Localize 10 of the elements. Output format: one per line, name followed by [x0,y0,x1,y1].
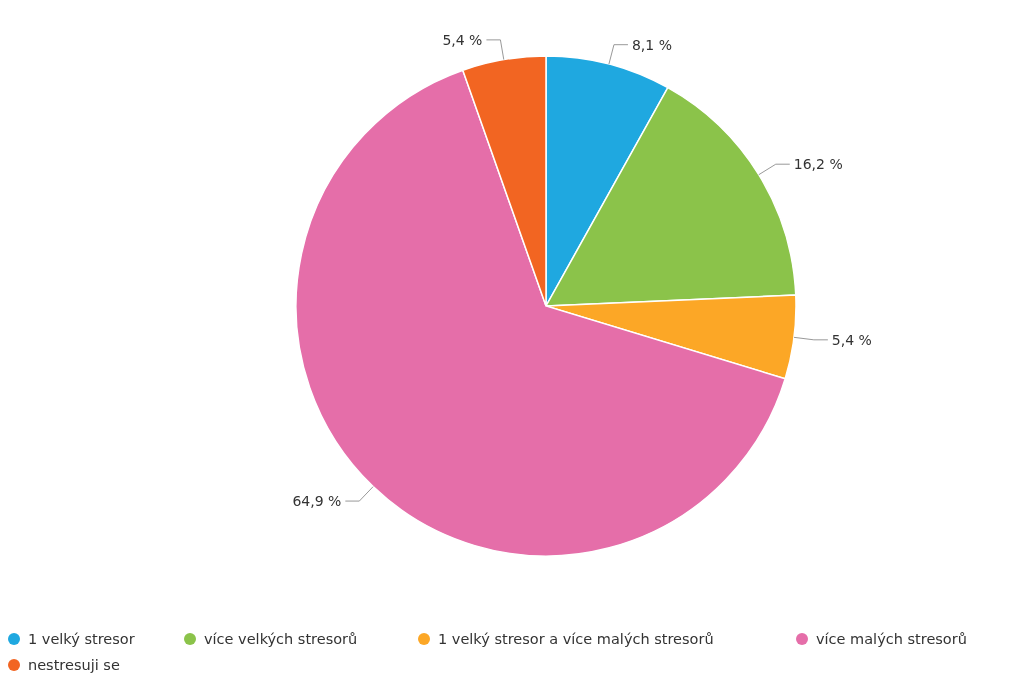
data-label: 5,4 % [831,331,872,348]
data-label: 5,4 % [442,31,483,48]
legend-label: více malých stresorů [816,631,967,647]
legend-label: 1 velký stresor a více malých stresorů [438,631,714,647]
data-label: 16,2 % [793,156,843,173]
data-label: 8,1 % [631,36,672,53]
legend-label: 1 velký stresor [28,631,135,647]
legend-label: více velkých stresorů [204,631,358,647]
legend-label: nestresuji se [28,657,120,673]
data-label: 64,9 % [292,493,342,510]
